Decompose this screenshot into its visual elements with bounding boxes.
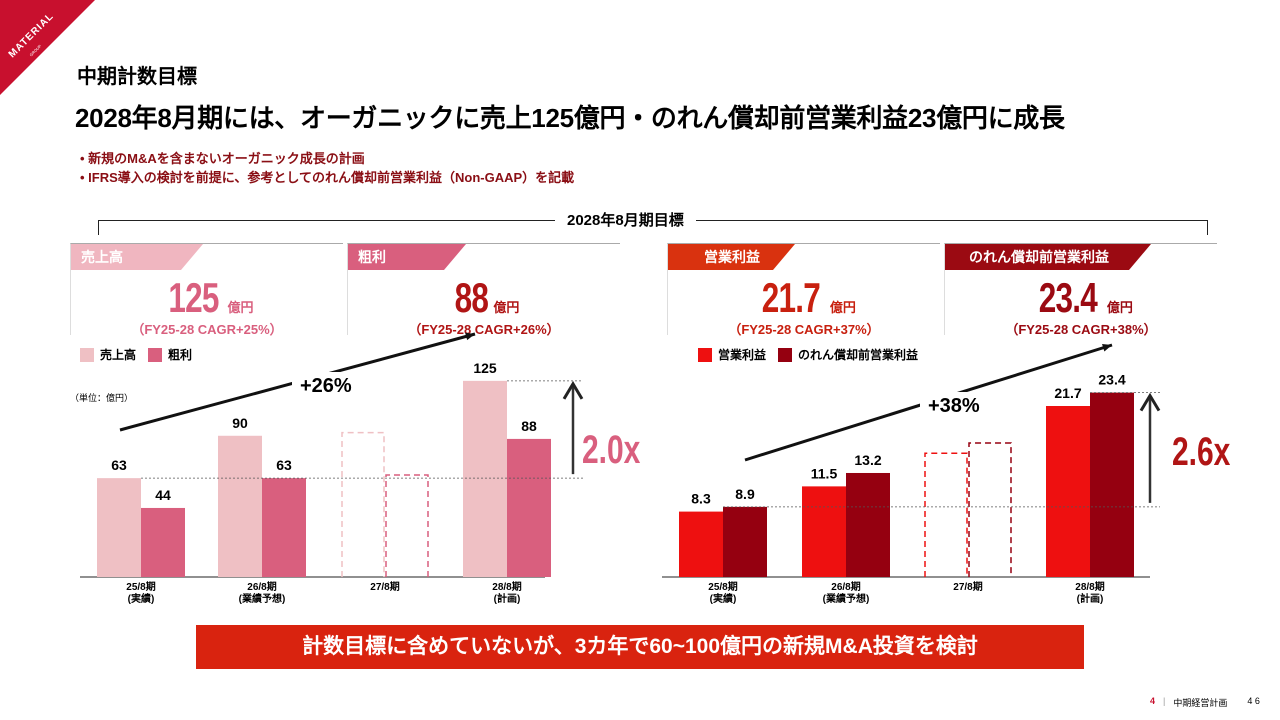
bar: [679, 511, 723, 577]
bar-placeholder: [385, 474, 429, 577]
legend-label: のれん償却前営業利益: [798, 348, 919, 362]
data-label: 125: [473, 360, 497, 376]
kpi-tag: 営業利益: [668, 244, 795, 270]
legend-label: 営業利益: [718, 348, 767, 362]
data-label: 21.7: [1054, 385, 1081, 401]
data-label: 90: [232, 415, 248, 431]
trend-arrow-head-icon: [1102, 344, 1112, 352]
data-label: 8.9: [735, 486, 755, 502]
bullet-item: • IFRS導入の検討を前提に、参考としてのれん償却前営業利益（Non-GAAP…: [80, 170, 575, 185]
kpi-value: 125 億円: [168, 274, 254, 321]
kpi-card-gross-profit: 粗利 88 億円 （FY25-28 CAGR+26%）: [347, 243, 620, 337]
x-tick-label: (計画): [1077, 592, 1104, 605]
data-label: 8.3: [691, 491, 711, 507]
legend-swatch: [148, 347, 163, 362]
x-tick-label: (業績予想): [823, 592, 870, 605]
data-label: 13.2: [854, 452, 881, 468]
separator: |: [1163, 696, 1166, 706]
legend-label: 粗利: [168, 348, 193, 362]
section-title: 中期計数目標: [77, 66, 197, 88]
growth-label: +26%: [300, 375, 352, 397]
unit-label: （単位：億円）: [70, 393, 134, 403]
x-tick-label: 26/8期: [831, 580, 860, 593]
bar: [463, 380, 507, 577]
legend-swatch: [778, 347, 793, 362]
x-tick-label: 28/8期: [1075, 580, 1104, 593]
arrow-head-icon: [562, 380, 584, 400]
bar-placeholder: [968, 442, 1012, 577]
data-label: 88: [521, 418, 537, 434]
x-tick-label: 28/8期: [492, 580, 521, 593]
page-number: 4 6: [1247, 696, 1260, 706]
section-name: 中期経営計画: [1173, 698, 1228, 708]
section-number: 4: [1150, 696, 1156, 706]
bar: [97, 478, 141, 577]
x-tick-label: 27/8期: [953, 580, 982, 593]
x-tick-label: 25/8期: [708, 580, 737, 593]
kpi-cagr: （FY25-28 CAGR+26%）: [408, 322, 560, 337]
bar: [723, 506, 767, 577]
arrow-head-icon: [1139, 392, 1161, 412]
footer-pagination: 4 | 中期経営計画 4 6: [1150, 696, 1260, 709]
bar: [218, 435, 262, 577]
data-label: 63: [276, 457, 292, 473]
bar: [507, 438, 551, 577]
chart-legend-right: 営業利益 のれん償却前営業利益: [698, 346, 918, 363]
legend-swatch: [80, 347, 94, 362]
bar: [141, 507, 185, 577]
legend-swatch: [698, 347, 712, 362]
multiple-label: 2.6x: [1172, 430, 1231, 474]
kpi-tag: 粗利: [348, 244, 466, 270]
data-label: 63: [111, 457, 127, 473]
data-label: 44: [155, 487, 171, 503]
x-tick-label: (実績): [710, 592, 737, 605]
kpi-tag: のれん償却前営業利益: [945, 244, 1151, 270]
kpi-card-operating-profit: 営業利益 21.7 億円 （FY25-28 CAGR+37%）: [667, 243, 940, 337]
kpi-value: 23.4 億円: [1038, 274, 1133, 321]
bar: [1046, 406, 1090, 577]
kpi-card-sales: 売上高 125 億円 （FY25-28 CAGR+25%）: [70, 243, 343, 337]
x-tick-label: 26/8期: [247, 580, 276, 593]
growth-label: +38%: [928, 395, 980, 417]
trend-arrow-head-icon: [465, 332, 475, 341]
chart-legend-left: 売上高 粗利: [80, 346, 192, 363]
page-title: 2028年8月期には、オーガニックに売上125億円・のれん償却前営業利益23億円…: [75, 103, 1065, 133]
logo-banner: [0, 0, 95, 95]
multiple-label: 2.0x: [582, 428, 641, 472]
bar: [1090, 392, 1134, 577]
kpi-tag: 売上高: [71, 244, 203, 270]
bullet-item: • 新規のM&Aを含まないオーガニック成長の計画: [80, 151, 365, 166]
bar: [802, 486, 846, 577]
bar-placeholder: [924, 452, 968, 577]
growth-label-bg: [292, 372, 352, 398]
kpi-card-ebita: のれん償却前営業利益 23.4 億円 （FY25-28 CAGR+38%）: [944, 243, 1217, 337]
kpi-value: 88 億円: [454, 274, 520, 321]
bar: [846, 472, 890, 577]
x-tick-label: 27/8期: [370, 580, 399, 593]
footer-banner: 計数目標に含めていないが、3カ年で60~100億円の新規M&A投資を検討: [196, 625, 1084, 669]
data-label: 11.5: [811, 465, 838, 481]
kpi-cagr: （FY25-28 CAGR+37%）: [728, 322, 880, 337]
legend-label: 売上高: [100, 348, 137, 362]
x-tick-label: (業績予想): [239, 592, 286, 605]
x-tick-label: 25/8期: [126, 580, 155, 593]
kpi-cagr: （FY25-28 CAGR+25%）: [131, 322, 283, 337]
x-tick-label: (実績): [128, 592, 155, 605]
bar: [262, 478, 306, 577]
data-label: 23.4: [1098, 372, 1125, 388]
target-label: 2028年8月期目標: [555, 209, 696, 230]
growth-label-bg: [920, 392, 980, 418]
kpi-value: 21.7 億円: [761, 274, 856, 321]
bar-placeholder: [341, 431, 385, 577]
kpi-cagr: （FY25-28 CAGR+38%）: [1005, 322, 1157, 337]
x-tick-label: (計画): [494, 592, 521, 605]
